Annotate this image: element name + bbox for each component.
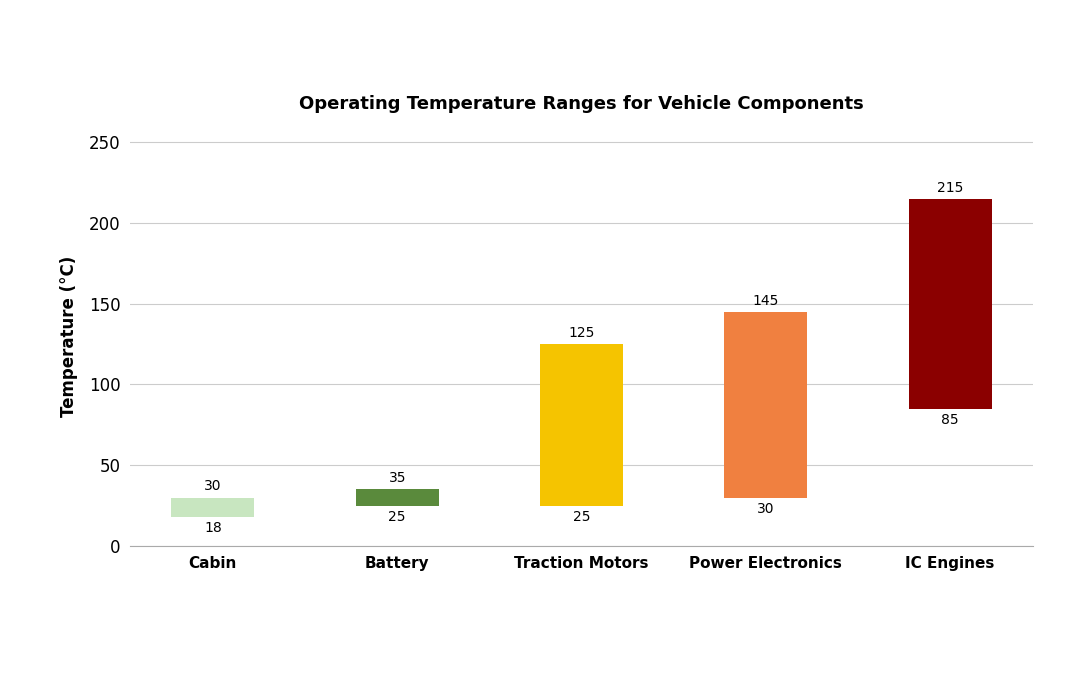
Text: 30: 30 xyxy=(204,480,222,494)
Bar xyxy=(909,199,991,409)
Title: Operating Temperature Ranges for Vehicle Components: Operating Temperature Ranges for Vehicle… xyxy=(299,95,864,113)
Text: 125: 125 xyxy=(569,326,595,340)
Bar xyxy=(172,498,254,517)
Text: 35: 35 xyxy=(388,471,405,485)
Text: 85: 85 xyxy=(941,413,959,427)
Text: 145: 145 xyxy=(752,294,779,308)
Y-axis label: Temperature (°C): Temperature (°C) xyxy=(60,256,78,416)
Bar xyxy=(355,489,439,505)
Text: 25: 25 xyxy=(388,510,405,524)
Bar xyxy=(540,344,623,505)
Text: 25: 25 xyxy=(573,510,590,524)
Text: 30: 30 xyxy=(758,502,775,516)
Bar xyxy=(724,312,808,498)
Text: 215: 215 xyxy=(937,181,963,195)
Text: 18: 18 xyxy=(204,521,222,535)
